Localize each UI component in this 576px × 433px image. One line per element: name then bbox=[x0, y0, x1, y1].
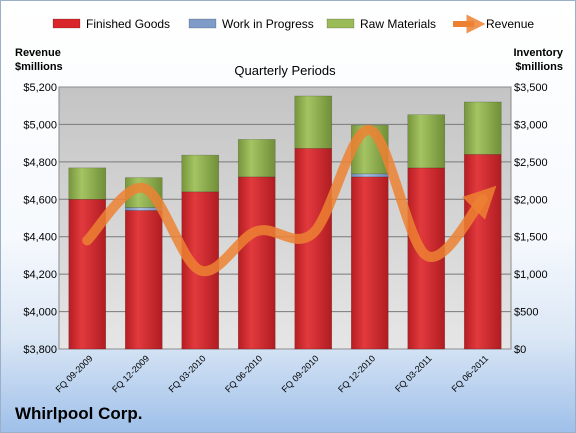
y-right-tick-label: $3,000 bbox=[514, 119, 548, 131]
legend-swatch bbox=[188, 18, 217, 29]
x-tick-label: FQ 03-2011 bbox=[393, 353, 434, 394]
bar-finished-goods bbox=[350, 176, 389, 350]
x-tick-label: FQ 09-2010 bbox=[280, 353, 321, 394]
bar-raw-materials bbox=[294, 95, 333, 149]
x-tick-label: FQ 09-2009 bbox=[54, 353, 95, 394]
y-left-tick-label: $4,000 bbox=[23, 307, 57, 319]
bar-finished-goods bbox=[294, 148, 333, 350]
legend-swatch bbox=[52, 18, 81, 29]
y-right-tick-label: $2,000 bbox=[514, 194, 548, 206]
y-left-tick-label: $5,200 bbox=[23, 82, 57, 94]
y-left-tick-label: $4,400 bbox=[23, 232, 57, 244]
bar-raw-materials bbox=[68, 167, 107, 200]
legend-swatch bbox=[326, 18, 355, 29]
y-right-tick-label: $500 bbox=[514, 307, 538, 319]
bar-work-in-progress bbox=[350, 173, 389, 178]
bar-finished-goods bbox=[124, 210, 163, 350]
y-left-tick-label: $3,800 bbox=[23, 344, 57, 356]
revenue-line bbox=[82, 125, 497, 277]
company-name: Whirlpool Corp. bbox=[15, 404, 143, 423]
y-right-tick-label: $1,500 bbox=[514, 232, 548, 244]
legend-label: Revenue bbox=[486, 17, 534, 31]
bar-finished-goods bbox=[463, 154, 502, 350]
legend-label: Finished Goods bbox=[86, 17, 170, 31]
y-left-axis-title: $millions bbox=[15, 61, 63, 73]
bar-finished-goods bbox=[237, 176, 276, 350]
y-left-axis-title: Revenue bbox=[15, 47, 61, 59]
y-right-axis-title: $millions bbox=[515, 61, 563, 73]
x-tick-label: FQ 06-2011 bbox=[450, 353, 491, 394]
y-right-tick-label: $3,500 bbox=[514, 82, 548, 94]
y-left-tick-label: $5,000 bbox=[23, 119, 57, 131]
bar-raw-materials bbox=[181, 154, 220, 193]
y-right-tick-label: $1,000 bbox=[514, 269, 548, 281]
y-left-tick-label: $4,800 bbox=[23, 157, 57, 169]
x-tick-label: FQ 06-2010 bbox=[223, 353, 264, 394]
y-right-axis-title: Inventory bbox=[513, 47, 563, 59]
x-tick-label: FQ 03-2010 bbox=[167, 353, 208, 394]
y-right-tick-label: $2,500 bbox=[514, 157, 548, 169]
x-tick-label: FQ 12-2010 bbox=[336, 353, 377, 394]
y-right-tick-label: $0 bbox=[514, 344, 526, 356]
legend-label: Work in Progress bbox=[222, 17, 314, 31]
y-left-tick-label: $4,200 bbox=[23, 269, 57, 281]
chart-title: Quarterly Periods bbox=[234, 63, 336, 78]
y-left-tick-label: $4,600 bbox=[23, 194, 57, 206]
legend-label: Raw Materials bbox=[360, 17, 436, 31]
bar-raw-materials bbox=[407, 114, 446, 169]
bar-raw-materials bbox=[463, 101, 502, 155]
x-tick-label: FQ 12-2009 bbox=[110, 353, 151, 394]
bar-raw-materials bbox=[237, 139, 276, 178]
